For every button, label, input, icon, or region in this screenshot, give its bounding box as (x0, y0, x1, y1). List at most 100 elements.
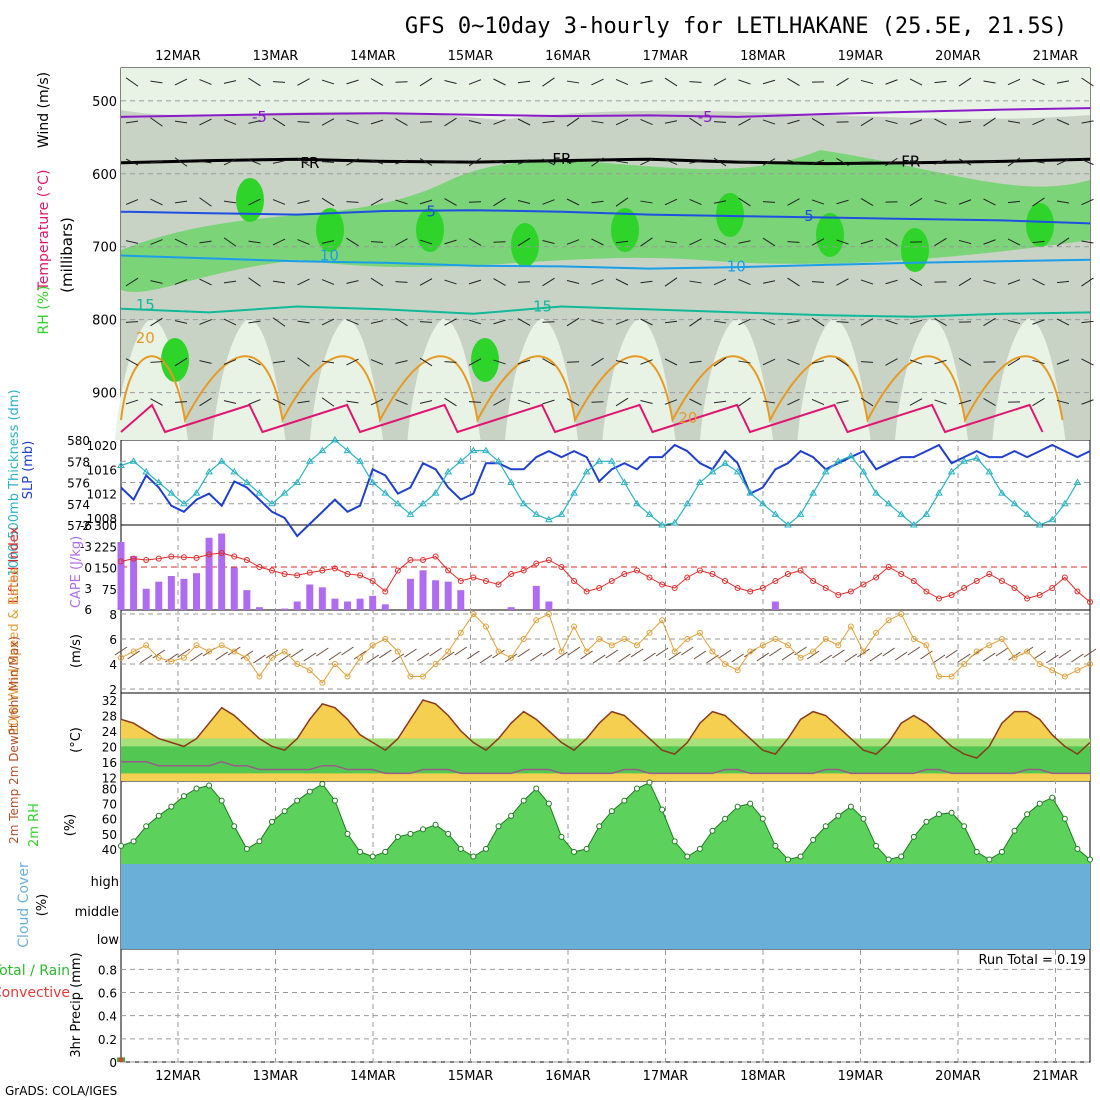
wind-barb (468, 157, 482, 167)
ylabel-precip-total: Total / Rain (0, 963, 70, 979)
wind-barb (1081, 120, 1094, 124)
wind-barb-10m (957, 653, 971, 663)
wind-speed-point (1087, 661, 1093, 667)
wind-speed-point (495, 648, 502, 655)
thickness-point (331, 436, 339, 443)
wind-speed-point (1011, 654, 1018, 661)
wind-barb (174, 401, 188, 403)
lifted-index-point (520, 567, 527, 574)
wind-barb (1056, 158, 1070, 166)
wind-barb (958, 120, 972, 124)
rh-point (810, 836, 817, 843)
lifted-index-point (118, 558, 124, 565)
temp-contour-5 (120, 209, 1091, 225)
wind-speed-point (520, 636, 527, 642)
wind-barb (983, 317, 996, 327)
wind-barb (150, 398, 163, 406)
rh-point (973, 848, 980, 855)
rh-point (331, 797, 338, 804)
ylabel-thickness: 1000-500mb Thickness (dm) (7, 389, 22, 576)
thickness-point (909, 521, 918, 528)
rh-point (734, 803, 741, 810)
cloud-level-label: high (91, 875, 119, 890)
rh-point (747, 800, 754, 807)
date-label-bottom: 16MAR (545, 1069, 591, 1084)
rh-point (935, 811, 942, 818)
wind-speed-point (998, 636, 1005, 642)
wind-barb (346, 237, 359, 247)
lifted-index-point (495, 581, 502, 588)
wind-barb (223, 80, 237, 84)
wind-barb (223, 400, 237, 404)
rh-point (583, 845, 590, 852)
lifted-index-point (998, 578, 1005, 584)
wind-barb (689, 199, 702, 205)
contour-label: FR (901, 152, 920, 170)
thickness-point (1048, 515, 1057, 523)
lifted-index-point (810, 578, 817, 584)
rh-point (671, 838, 678, 845)
wind-barb (542, 199, 555, 205)
wind-barb (150, 198, 163, 206)
wind-speed-point (646, 629, 653, 636)
lifted-index-point (457, 578, 464, 584)
thickness-point (847, 451, 855, 459)
wind-barb (297, 200, 310, 204)
thickness-point (985, 467, 994, 475)
date-label-top: 12MAR (155, 49, 201, 64)
wind-barb (1056, 200, 1070, 204)
wind-barb (836, 321, 849, 323)
wind-barb (444, 198, 457, 206)
thickness-point (582, 467, 591, 475)
thickness-point (544, 515, 553, 523)
wind-barb (150, 117, 163, 127)
wind-barb (248, 399, 261, 405)
rh-point (143, 823, 150, 830)
wind-barb (468, 79, 482, 85)
wind-tick-label: 4 (109, 658, 117, 672)
rh-point (1061, 815, 1068, 822)
rh-point (998, 848, 1005, 855)
contour-label: 10 (320, 246, 339, 264)
contour-label: FR (552, 150, 571, 168)
wind-barb (713, 121, 727, 123)
wind-barb (125, 399, 139, 405)
wind-speed-point (734, 667, 741, 674)
thickness-point (1060, 499, 1069, 507)
lifted-index-point (130, 555, 137, 562)
wind-speed-point (1061, 673, 1068, 680)
wind-barb (321, 79, 335, 85)
wind-speed-point (243, 654, 250, 661)
wind-barb-10m (920, 650, 933, 660)
slp-tick-label: 1020 (86, 439, 117, 453)
wind-barb-10m (567, 646, 581, 656)
thickness-point (1010, 499, 1019, 507)
wind-barb (811, 118, 825, 126)
rh-point (986, 856, 993, 863)
wind-barb (297, 357, 310, 367)
wind-barb (272, 199, 286, 205)
wind-barb (689, 81, 702, 83)
lifted-index-point (835, 592, 842, 598)
wind-barb (591, 238, 604, 246)
wind-barb (468, 279, 482, 285)
thickness-point (205, 467, 213, 475)
thickness-point (242, 478, 251, 485)
wind-barb (150, 280, 163, 284)
lifted-index-point (898, 571, 905, 577)
wind-barb (1007, 357, 1021, 367)
temp-tick-label: 16 (102, 756, 117, 770)
lifted-index-point (709, 571, 716, 577)
wind-speed-point (281, 648, 288, 655)
wind-barb (762, 358, 776, 366)
rh-point (1036, 800, 1043, 807)
lifted-index-point (231, 553, 238, 560)
thickness-point (519, 499, 528, 507)
ylabel-pressure: (millibars) (58, 217, 76, 293)
wind-barb (272, 160, 286, 164)
wind-barb (248, 77, 261, 87)
wind-barb-10m (190, 652, 203, 662)
wind-barb (370, 398, 384, 406)
cape-bar (406, 578, 414, 610)
